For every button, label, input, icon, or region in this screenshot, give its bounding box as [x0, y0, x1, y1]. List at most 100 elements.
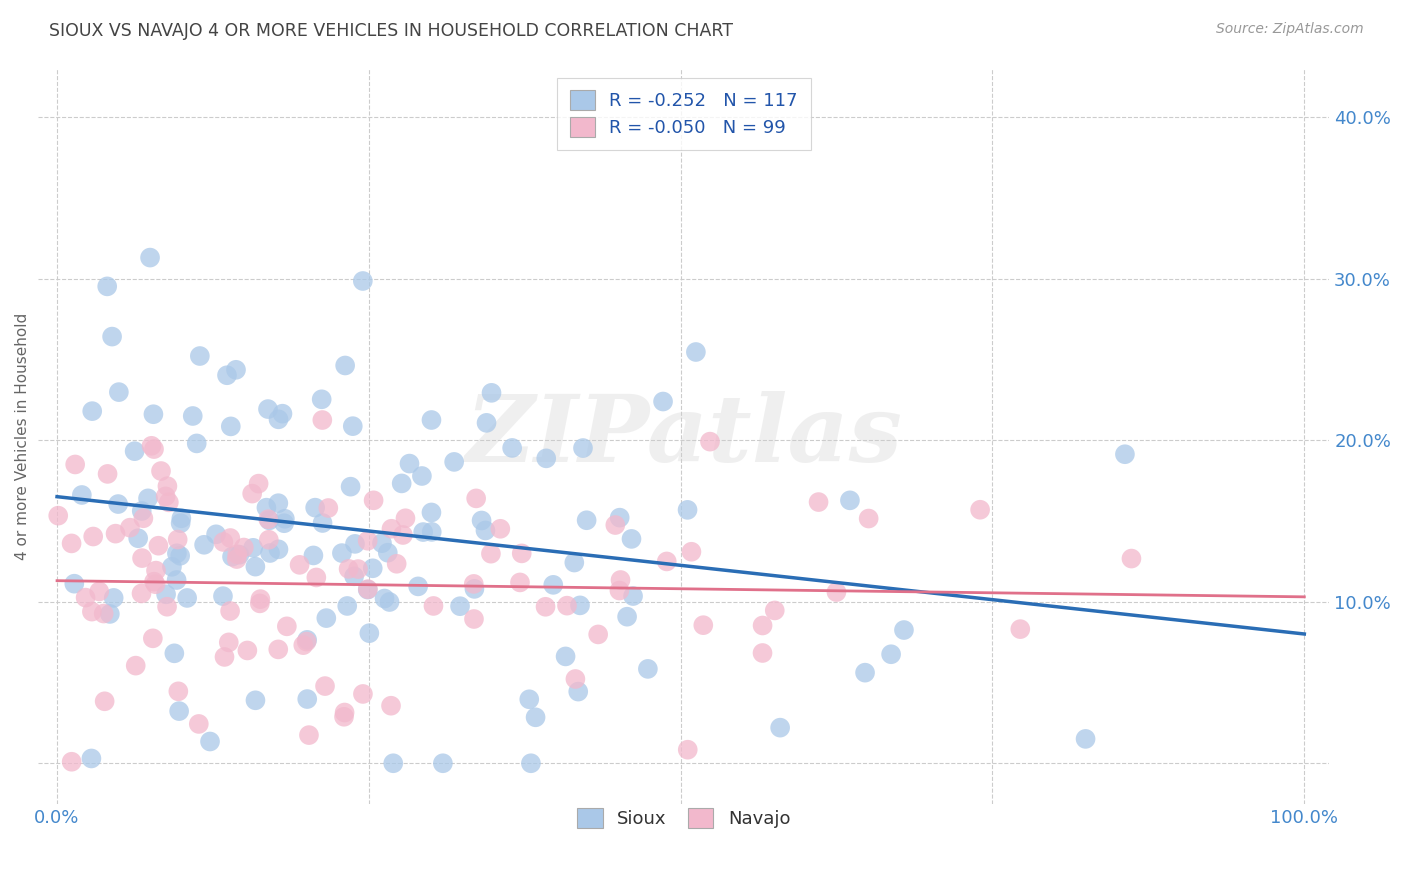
Point [562, 556, 585, 570]
Point [139, 251, 162, 265]
Y-axis label: 4 or more Vehicles in Household: 4 or more Vehicles in Household [15, 312, 30, 559]
Point [361, 561, 384, 575]
Point [104, 526, 127, 541]
Point [1114, 447, 1136, 461]
Point [1121, 551, 1143, 566]
Point [298, 728, 321, 742]
Point [295, 632, 318, 647]
Point [131, 586, 153, 600]
Point [337, 562, 360, 576]
Point [751, 646, 773, 660]
Point [156, 599, 179, 614]
Point [63, 576, 86, 591]
Point [380, 522, 402, 536]
Point [304, 500, 326, 515]
Point [378, 595, 401, 609]
Point [586, 627, 609, 641]
Point [240, 486, 263, 500]
Point [394, 511, 416, 525]
Point [107, 497, 129, 511]
Point [166, 573, 188, 587]
Point [449, 599, 471, 614]
Point [276, 619, 298, 633]
Point [554, 649, 576, 664]
Point [422, 599, 444, 613]
Point [311, 392, 333, 407]
Point [489, 522, 512, 536]
Point [60, 536, 83, 550]
Point [155, 587, 177, 601]
Point [212, 535, 235, 549]
Point [380, 698, 402, 713]
Point [411, 469, 433, 483]
Point [751, 618, 773, 632]
Point [295, 634, 318, 648]
Point [108, 385, 131, 400]
Point [520, 756, 543, 771]
Point [391, 476, 413, 491]
Point [156, 479, 179, 493]
Point [218, 635, 240, 649]
Text: ZIPatlas: ZIPatlas [465, 391, 903, 481]
Point [166, 533, 188, 547]
Point [215, 368, 238, 383]
Point [225, 363, 247, 377]
Point [463, 582, 485, 596]
Point [342, 419, 364, 434]
Point [676, 503, 699, 517]
Point [655, 554, 678, 568]
Point [169, 549, 191, 563]
Point [219, 531, 242, 545]
Point [763, 603, 786, 617]
Point [142, 632, 165, 646]
Point [463, 612, 485, 626]
Point [259, 546, 281, 560]
Point [333, 710, 356, 724]
Point [80, 751, 103, 765]
Point [609, 583, 631, 598]
Point [267, 542, 290, 557]
Legend: Sioux, Navajo: Sioux, Navajo [569, 801, 797, 835]
Point [616, 609, 638, 624]
Point [543, 578, 565, 592]
Point [807, 495, 830, 509]
Point [143, 442, 166, 456]
Point [357, 582, 380, 597]
Point [347, 562, 370, 576]
Point [80, 605, 103, 619]
Point [343, 537, 366, 551]
Point [150, 464, 173, 478]
Point [205, 527, 228, 541]
Point [292, 638, 315, 652]
Point [70, 488, 93, 502]
Point [858, 511, 880, 525]
Point [166, 546, 188, 560]
Point [63, 458, 86, 472]
Point [297, 692, 319, 706]
Point [471, 514, 494, 528]
Point [219, 419, 242, 434]
Point [145, 577, 167, 591]
Point [302, 549, 325, 563]
Point [465, 491, 488, 506]
Point [271, 407, 294, 421]
Point [534, 451, 557, 466]
Point [82, 529, 104, 543]
Point [363, 493, 385, 508]
Point [474, 524, 496, 538]
Point [374, 591, 396, 606]
Point [479, 547, 502, 561]
Point [385, 557, 408, 571]
Point [652, 394, 675, 409]
Point [97, 467, 120, 481]
Point [60, 755, 83, 769]
Point [245, 559, 267, 574]
Point [127, 531, 149, 545]
Point [315, 611, 337, 625]
Point [432, 756, 454, 771]
Point [305, 570, 328, 584]
Point [969, 502, 991, 516]
Point [124, 444, 146, 458]
Point [245, 693, 267, 707]
Point [131, 504, 153, 518]
